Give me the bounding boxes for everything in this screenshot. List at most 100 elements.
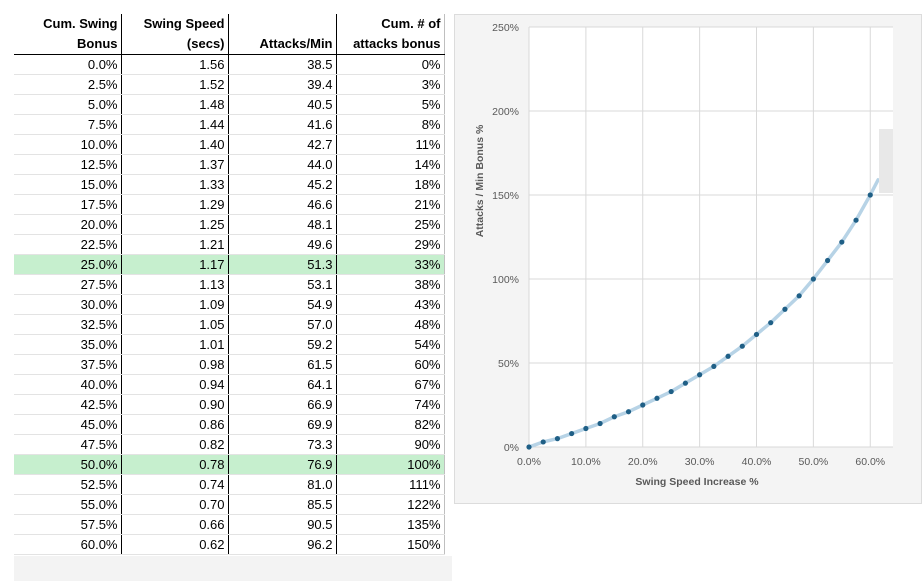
cum-attacks-bonus-cell[interactable]: 5% [336, 94, 445, 115]
data-point[interactable] [824, 257, 831, 264]
cum-attacks-bonus-cell[interactable]: 54% [336, 334, 445, 355]
cum-swing-bonus-cell[interactable]: 25.0% [14, 254, 122, 275]
cum-swing-bonus-cell[interactable]: 5.0% [14, 94, 122, 115]
chart-resize-handle[interactable] [879, 129, 893, 193]
cum-attacks-bonus-cell[interactable]: 14% [336, 154, 445, 175]
cum-attacks-bonus-cell[interactable]: 43% [336, 294, 445, 315]
attacks-min-cell[interactable]: 81.0 [228, 474, 337, 495]
swing-speed-cell[interactable]: 1.52 [121, 74, 229, 95]
swing-speed-cell[interactable]: 0.94 [121, 374, 229, 395]
data-point[interactable] [839, 239, 845, 245]
attacks-min-cell[interactable]: 49.6 [228, 234, 337, 255]
attacks-min-cell[interactable]: 85.5 [228, 494, 337, 515]
swing-speed-cell[interactable]: 1.48 [121, 94, 229, 115]
attacks-min-cell[interactable]: 66.9 [228, 394, 337, 415]
cum-attacks-bonus-cell[interactable]: 33% [336, 254, 445, 275]
attacks-min-cell[interactable]: 45.2 [228, 174, 337, 195]
cum-attacks-bonus-cell[interactable]: 90% [336, 434, 445, 455]
attacks-min-cell[interactable]: 73.3 [228, 434, 337, 455]
swing-speed-cell[interactable]: 1.09 [121, 294, 229, 315]
data-point[interactable] [526, 444, 532, 450]
cum-attacks-bonus-cell[interactable]: 74% [336, 394, 445, 415]
attacks-min-cell[interactable]: 44.0 [228, 154, 337, 175]
attacks-min-cell[interactable]: 41.6 [228, 114, 337, 135]
attacks-min-cell[interactable]: 42.7 [228, 134, 337, 155]
attacks-min-cell[interactable]: 54.9 [228, 294, 337, 315]
cum-attacks-bonus-cell[interactable]: 67% [336, 374, 445, 395]
data-point[interactable] [867, 192, 873, 198]
data-point[interactable] [725, 353, 731, 359]
attacks-min-cell[interactable]: 48.1 [228, 214, 337, 235]
attacks-min-cell[interactable]: 76.9 [228, 454, 337, 475]
data-point[interactable] [611, 414, 617, 420]
cum-swing-bonus-cell[interactable]: 10.0% [14, 134, 122, 155]
cum-attacks-bonus-cell[interactable]: 8% [336, 114, 445, 135]
cum-attacks-bonus-cell[interactable]: 100% [336, 454, 445, 475]
attacks-min-cell[interactable]: 46.6 [228, 194, 337, 215]
chart-area[interactable]: 0% 50% 100% 150% 200% 250% 0.0% 10.0% 20.0% 30.0%… [454, 14, 922, 504]
cum-attacks-bonus-cell[interactable]: 21% [336, 194, 445, 215]
cum-swing-bonus-cell[interactable]: 40.0% [14, 374, 122, 395]
data-point[interactable] [739, 343, 745, 349]
attacks-min-cell[interactable]: 64.1 [228, 374, 337, 395]
swing-speed-cell[interactable]: 0.66 [121, 514, 229, 535]
swing-speed-cell[interactable]: 1.40 [121, 134, 229, 155]
cum-attacks-bonus-cell[interactable]: 111% [336, 474, 445, 495]
header-cum-swing-bonus[interactable]: Cum. Swing Bonus [14, 14, 122, 55]
data-point[interactable] [782, 306, 788, 312]
data-point[interactable] [554, 436, 561, 442]
cum-attacks-bonus-cell[interactable]: 18% [336, 174, 445, 195]
cum-swing-bonus-cell[interactable]: 47.5% [14, 434, 122, 455]
swing-speed-cell[interactable]: 1.25 [121, 214, 229, 235]
swing-speed-cell[interactable]: 0.86 [121, 414, 229, 435]
swing-speed-cell[interactable]: 1.37 [121, 154, 229, 175]
cum-attacks-bonus-cell[interactable]: 11% [336, 134, 445, 155]
cum-swing-bonus-cell[interactable]: 20.0% [14, 214, 122, 235]
attacks-min-cell[interactable]: 61.5 [228, 354, 337, 375]
attacks-min-cell[interactable]: 53.1 [228, 274, 337, 295]
data-point[interactable] [640, 402, 646, 408]
swing-speed-cell[interactable]: 1.13 [121, 274, 229, 295]
cum-swing-bonus-cell[interactable]: 12.5% [14, 154, 122, 175]
cum-attacks-bonus-cell[interactable]: 3% [336, 74, 445, 95]
cum-swing-bonus-cell[interactable]: 50.0% [14, 454, 122, 475]
cum-attacks-bonus-cell[interactable]: 38% [336, 274, 445, 295]
cum-swing-bonus-cell[interactable]: 2.5% [14, 74, 122, 95]
data-point[interactable] [682, 380, 689, 386]
data-point[interactable] [796, 293, 802, 299]
attacks-min-cell[interactable]: 69.9 [228, 414, 337, 435]
cum-swing-bonus-cell[interactable]: 57.5% [14, 514, 122, 535]
swing-speed-cell[interactable]: 0.90 [121, 394, 229, 415]
cum-attacks-bonus-cell[interactable]: 82% [336, 414, 445, 435]
swing-speed-cell[interactable]: 1.01 [121, 334, 229, 355]
swing-speed-cell[interactable]: 0.70 [121, 494, 229, 515]
attacks-min-cell[interactable]: 38.5 [228, 54, 337, 75]
swing-speed-cell[interactable]: 1.56 [121, 54, 229, 75]
swing-speed-cell[interactable]: 1.44 [121, 114, 229, 135]
header-cum-attacks-bonus[interactable]: Cum. # of attacks bonus [336, 14, 445, 55]
cum-swing-bonus-cell[interactable]: 22.5% [14, 234, 122, 255]
data-point[interactable] [540, 439, 546, 445]
cum-attacks-bonus-cell[interactable]: 29% [336, 234, 445, 255]
data-point[interactable] [654, 395, 660, 401]
data-point[interactable] [697, 372, 703, 378]
data-point[interactable] [768, 320, 774, 326]
attacks-min-cell[interactable]: 39.4 [228, 74, 337, 95]
cum-swing-bonus-cell[interactable]: 15.0% [14, 174, 122, 195]
cum-swing-bonus-cell[interactable]: 30.0% [14, 294, 122, 315]
data-point[interactable] [711, 363, 717, 369]
swing-speed-cell[interactable]: 0.78 [121, 454, 229, 475]
swing-speed-cell[interactable]: 1.29 [121, 194, 229, 215]
cum-swing-bonus-cell[interactable]: 27.5% [14, 274, 122, 295]
cum-attacks-bonus-cell[interactable]: 48% [336, 314, 445, 335]
cum-swing-bonus-cell[interactable]: 32.5% [14, 314, 122, 335]
data-point[interactable] [753, 331, 760, 338]
attacks-min-cell[interactable]: 51.3 [228, 254, 337, 275]
cum-swing-bonus-cell[interactable]: 55.0% [14, 494, 122, 515]
cum-attacks-bonus-cell[interactable]: 150% [336, 534, 445, 555]
cum-attacks-bonus-cell[interactable]: 60% [336, 354, 445, 375]
header-swing-speed[interactable]: Swing Speed (secs) [121, 14, 229, 55]
cum-attacks-bonus-cell[interactable]: 25% [336, 214, 445, 235]
swing-speed-cell[interactable]: 0.74 [121, 474, 229, 495]
data-point[interactable] [597, 420, 603, 427]
